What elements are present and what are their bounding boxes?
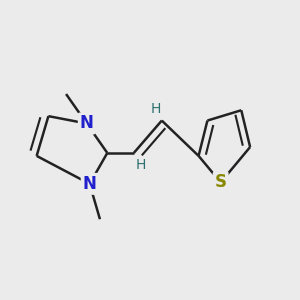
Text: H: H xyxy=(151,102,161,116)
Text: N: N xyxy=(83,175,97,193)
Text: N: N xyxy=(80,115,94,133)
Text: S: S xyxy=(215,173,227,191)
Text: H: H xyxy=(136,158,146,172)
